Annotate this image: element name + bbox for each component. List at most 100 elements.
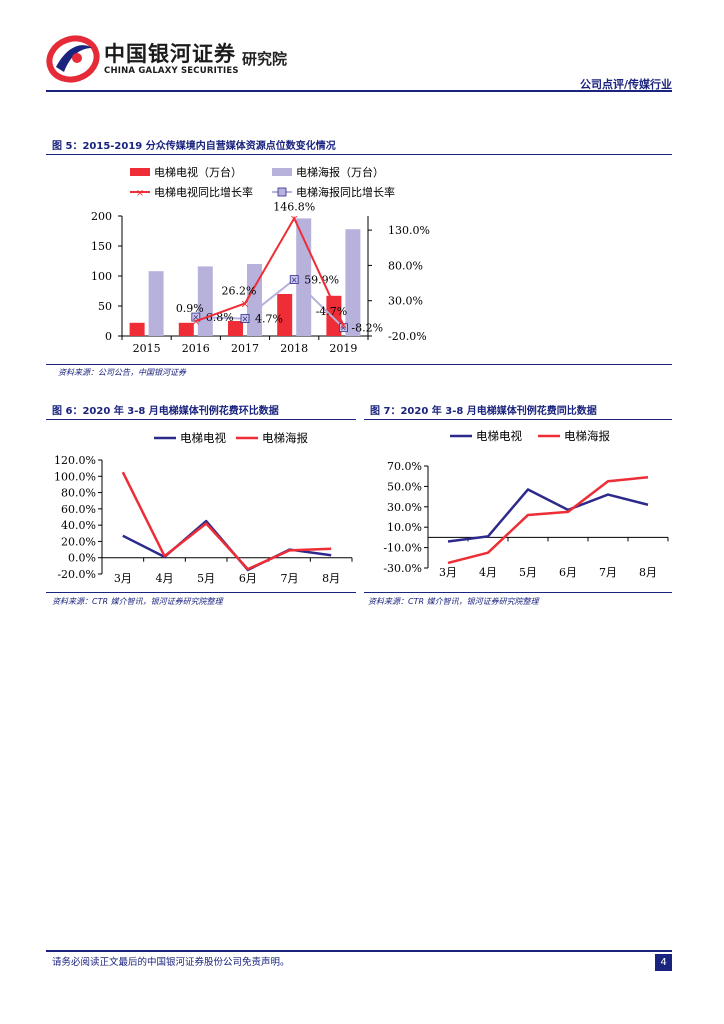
fig5-title-divider (46, 154, 672, 155)
x-tick-label: 2016 (182, 342, 210, 355)
x-tick-label: 5月 (519, 566, 537, 579)
y-tick-label: 20.0% (61, 535, 96, 548)
y2-tick-label: 80.0% (388, 259, 423, 272)
legend-label-poster: 电梯海报（万台） (296, 165, 384, 179)
bar-tv (277, 294, 293, 336)
x-tick-label: 8月 (322, 572, 340, 585)
fig6-title-divider (46, 419, 356, 420)
y-tick-label: 70.0% (387, 460, 422, 473)
data-label-poster: -8.2% (351, 322, 383, 335)
marker-box-x: × (340, 324, 347, 333)
logo-english-name: CHINA GALAXY SECURITIES (104, 66, 239, 76)
header-divider (46, 90, 672, 92)
marker-box-x: × (192, 313, 199, 322)
fig5-legend: 电梯电视（万台） 电梯海报（万台） × 电梯电视同比增长率 电梯海报同比增长率 (130, 165, 395, 199)
data-label-tv: 0.9% (176, 302, 204, 315)
fig7-title-divider (364, 419, 672, 420)
logo-chinese-name: 中国银河证券 (104, 42, 236, 66)
bar-tv (178, 322, 194, 336)
legend-marker-x-icon: × (136, 188, 144, 199)
x-tick-label: 4月 (156, 572, 174, 585)
series-line-tv (447, 488, 649, 543)
data-label-poster: 4.7% (255, 313, 283, 326)
x-tick-label: 5月 (197, 572, 215, 585)
y-tick-label: 120.0% (54, 454, 96, 467)
legend-label-poster-growth: 电梯海报同比增长率 (296, 185, 395, 199)
fig5-source: 资料来源：公司公告，中国银河证券 (58, 368, 186, 377)
y-tick-label: 200 (91, 210, 112, 223)
company-logo: 中国银河证券 研究院 CHINA GALAXY SECURITIES (46, 34, 306, 84)
x-tick-label: 7月 (281, 572, 299, 585)
y-tick-label: -30.0% (383, 562, 422, 575)
legend-label-tv-growth: 电梯电视同比增长率 (154, 185, 253, 199)
line-tv-growth (195, 216, 345, 326)
fig6-chart: 电梯电视 电梯海报 -20.0% 0.0% 20.0% 40.0% 60.0% 80.0%… (54, 431, 353, 585)
legend-marker-box-icon (277, 187, 287, 197)
y-tick-label: 100.0% (54, 470, 96, 483)
fig5-chart: 电梯电视（万台） 电梯海报（万台） × 电梯电视同比增长率 电梯海报同比增长率 … (91, 165, 430, 355)
fig6-source: 资料来源：CTR 媒介智讯，银河证券研究院整理 (52, 597, 223, 606)
fig7-chart: 电梯电视 电梯海报 -30.0% -10.0% 10.0% 30.0% 50.0% 70.… (383, 429, 669, 579)
bar-tv (326, 295, 342, 336)
legend-label-tv: 电梯电视 (180, 431, 226, 445)
y-tick-label: 0 (105, 330, 112, 343)
y-tick-label: -10.0% (383, 542, 422, 555)
fig6-bottom-divider (46, 592, 356, 593)
y-tick-label: 60.0% (61, 503, 96, 516)
legend-swatch-tv (130, 168, 150, 176)
y2-tick-label: 130.0% (388, 224, 430, 237)
data-label-tv: 146.8% (273, 200, 315, 213)
line-poster-growth (195, 278, 345, 329)
fig5-title: 图 5：2015-2019 分众传媒境内自营媒体资源点位数变化情况 (52, 141, 336, 152)
marker-box-x: × (291, 276, 298, 285)
bar-tv (129, 322, 145, 336)
galaxy-logo-icon (46, 35, 100, 83)
x-tick-label: 2019 (329, 342, 357, 355)
series-line-poster (121, 471, 332, 571)
x-tick-label: 2015 (133, 342, 161, 355)
fig6-title: 图 6：2020 年 3-8 月电梯媒体刊例花费环比数据 (52, 406, 279, 417)
marker-x: × (191, 315, 200, 328)
y-tick-label: 100 (91, 270, 112, 283)
y2-tick-label: -20.0% (388, 330, 427, 343)
y-tick-label: 80.0% (61, 487, 96, 500)
fig7-title: 图 7：2020 年 3-8 月电梯媒体刊例花费同比数据 (370, 406, 597, 417)
report-category: 公司点评/传媒行业 (579, 78, 672, 91)
y-tick-label: 150 (91, 240, 112, 253)
footer-divider (46, 950, 672, 952)
y-tick-label: -20.0% (57, 568, 96, 581)
y-tick-label: 30.0% (387, 501, 422, 514)
fig7-legend: 电梯电视 电梯海报 (450, 429, 610, 443)
legend-label-poster: 电梯海报 (262, 431, 308, 445)
fig5-bottom-divider (46, 364, 672, 365)
bar-poster (345, 229, 361, 336)
x-tick-label: 4月 (479, 566, 497, 579)
legend-label-tv: 电梯电视 (476, 429, 522, 443)
y-tick-label: 0.0% (68, 552, 96, 565)
y-tick-label: 40.0% (61, 519, 96, 532)
data-label-tv: 26.2% (222, 284, 257, 297)
y-tick-label: 50 (98, 300, 112, 313)
x-tick-label: 8月 (639, 566, 657, 579)
y2-tick-label: 30.0% (388, 295, 423, 308)
bar-tv (228, 321, 243, 336)
x-tick-label: 2017 (231, 342, 259, 355)
logo-research-label: 研究院 (242, 50, 288, 68)
legend-swatch-poster (272, 168, 292, 176)
y-tick-label: 10.0% (387, 521, 422, 534)
fig7-bottom-divider (364, 592, 672, 593)
footer-disclaimer: 请务必阅读正文最后的中国银河证券股份公司免责声明。 (52, 957, 290, 968)
marker-x: × (240, 297, 249, 310)
bar-poster (148, 271, 164, 336)
page-number: 4 (655, 954, 672, 971)
legend-label-poster: 电梯海报 (564, 429, 610, 443)
marker-x: × (339, 319, 348, 332)
data-label-tv: -4.7% (316, 305, 348, 318)
legend-label-tv: 电梯电视（万台） (154, 165, 242, 179)
marker-x: × (290, 212, 299, 225)
x-tick-label: 7月 (599, 566, 617, 579)
marker-box-x: × (242, 315, 249, 324)
fig7-source: 资料来源：CTR 媒介智讯，银河证券研究院整理 (368, 597, 539, 606)
marker-box (289, 275, 299, 284)
x-tick-label: 6月 (239, 572, 257, 585)
